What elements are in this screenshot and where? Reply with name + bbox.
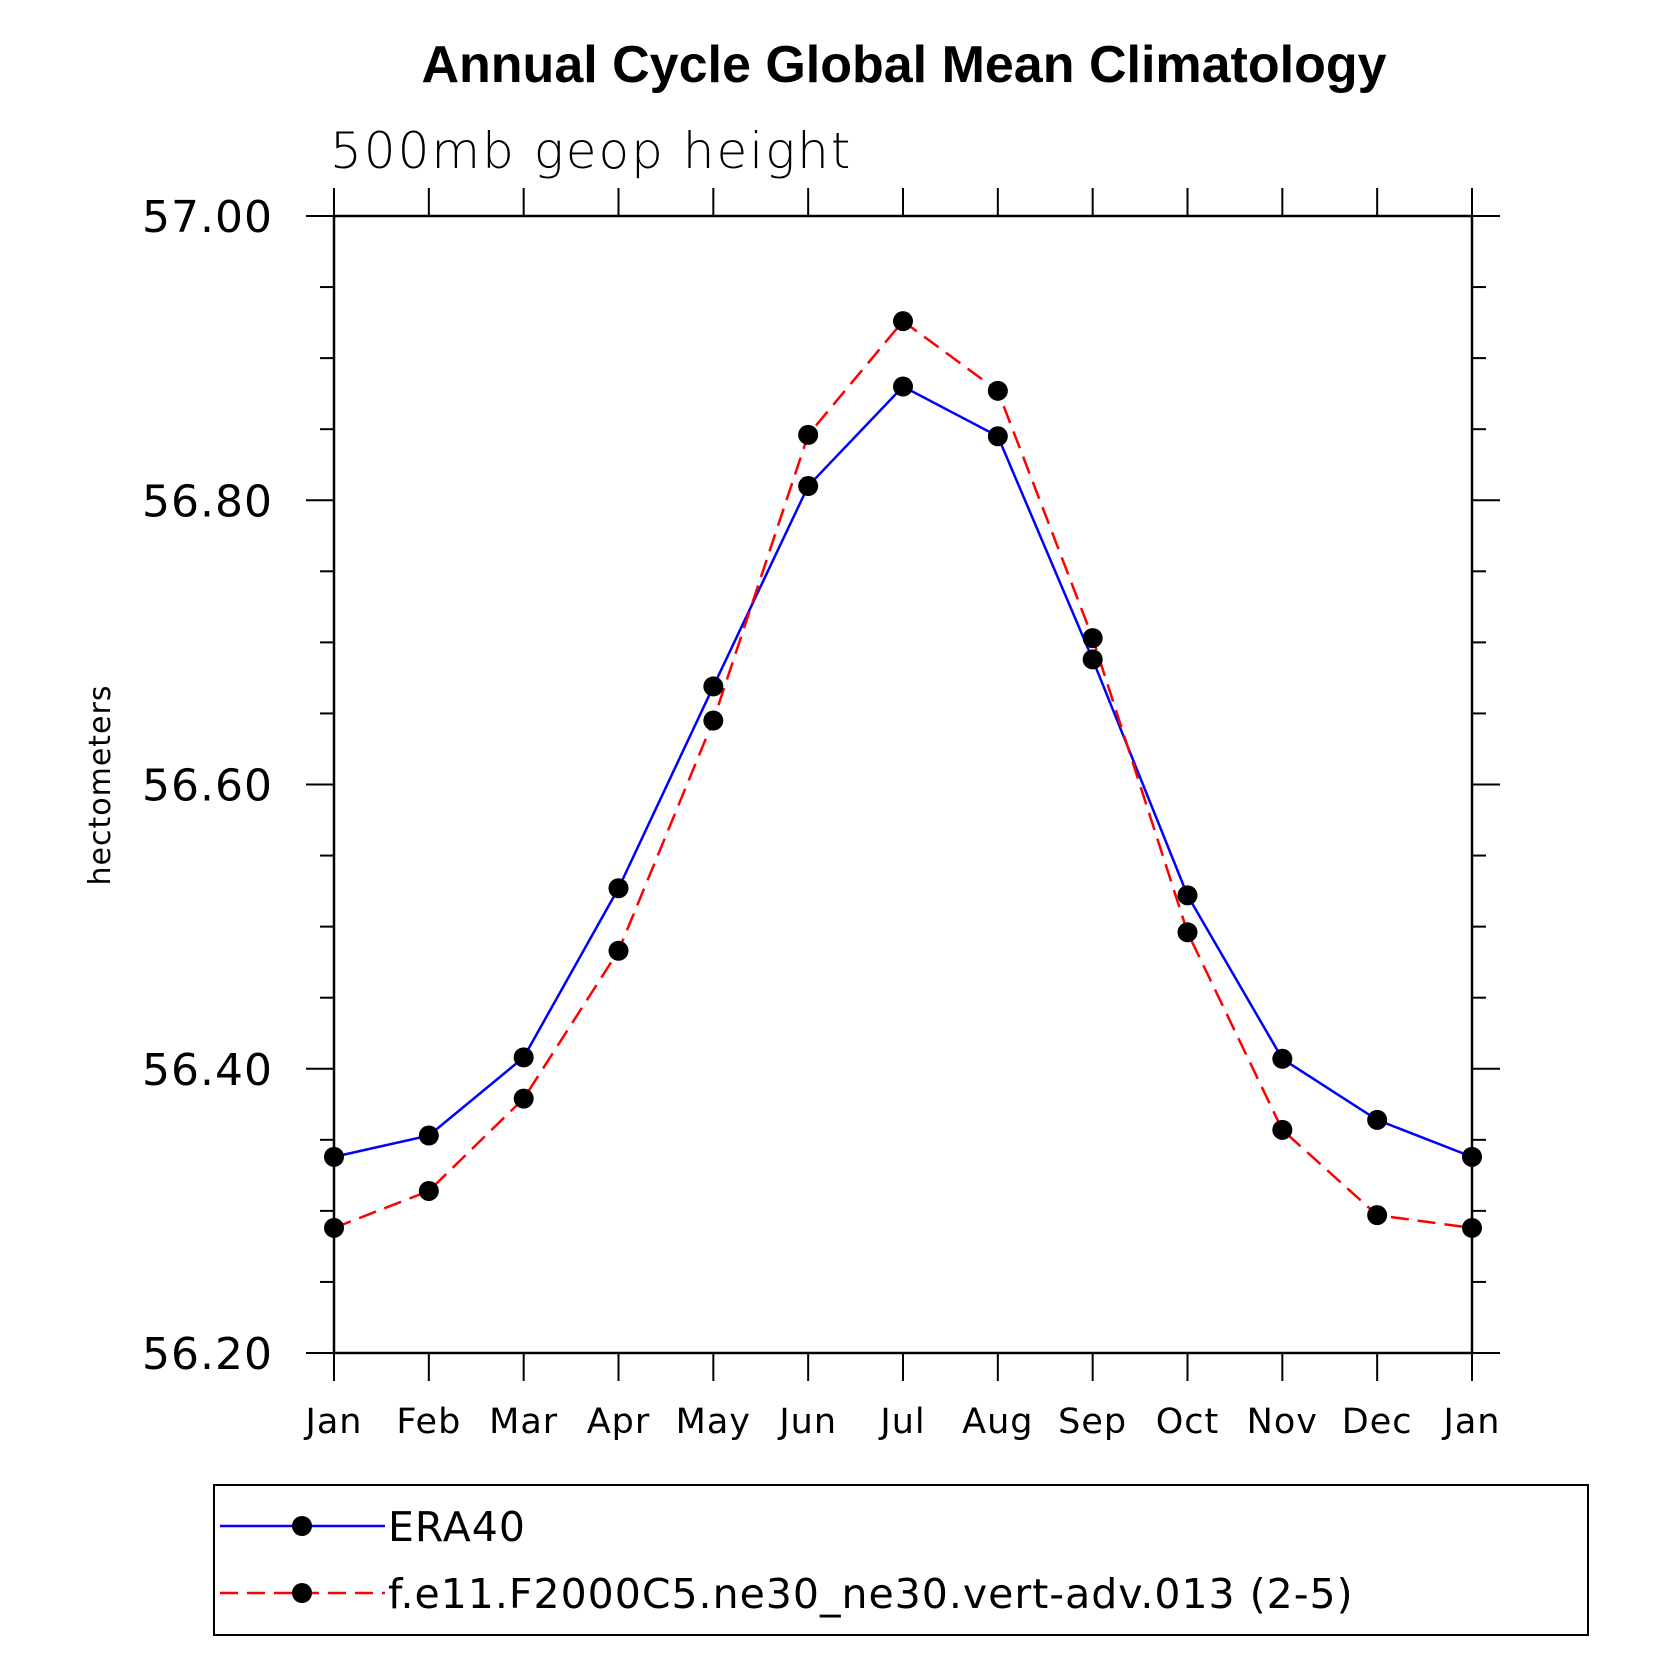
y-tick-label: 56.40 — [142, 1045, 273, 1096]
data-point — [513, 1047, 534, 1068]
data-point — [703, 710, 724, 731]
legend: ERA40 f.e11.F2000C5.ne30_ne30.vert-adv.01… — [213, 1484, 1589, 1636]
legend-marker-1 — [292, 1516, 312, 1536]
data-point — [798, 424, 819, 445]
data-point — [1462, 1146, 1482, 1167]
legend-box — [213, 1484, 1589, 1636]
data-point — [893, 311, 913, 332]
x-tick-label: Sep — [1058, 1402, 1127, 1442]
legend-label-1: ERA40 — [388, 1503, 526, 1551]
y-tick-label: 56.20 — [142, 1329, 273, 1380]
x-axis: Jan Feb Mar Apr May Jun Jul Aug Sep Oct Nov Dec Jan — [304, 188, 1501, 1442]
x-tick-label: May — [676, 1402, 751, 1442]
chart-subtitle: 500mb geop height — [330, 122, 852, 180]
y-tick-label: 57.00 — [142, 192, 273, 243]
data-point — [1177, 885, 1198, 906]
x-tick-label: Jan — [304, 1402, 363, 1442]
legend-marker-2 — [292, 1583, 312, 1603]
data-point — [418, 1180, 439, 1201]
legend-label-2: f.e11.F2000C5.ne30_ne30.vert-adv.013 (2-… — [388, 1570, 1354, 1618]
data-point — [1177, 922, 1198, 943]
data-point — [703, 676, 724, 697]
data-point — [798, 476, 819, 497]
data-point — [1082, 628, 1103, 649]
data-point — [608, 940, 629, 961]
x-tick-label: Mar — [489, 1402, 558, 1442]
data-point — [608, 878, 629, 899]
data-point — [418, 1125, 439, 1146]
x-tick-label: Feb — [396, 1402, 461, 1442]
series-line-1 — [333, 385, 1473, 1159]
x-tick-label: Dec — [1342, 1402, 1413, 1442]
data-point — [1367, 1205, 1388, 1226]
x-tick-label: Oct — [1156, 1402, 1220, 1442]
y-tick-label: 56.60 — [142, 761, 273, 812]
x-tick-label: Aug — [962, 1402, 1033, 1442]
data-point — [987, 380, 1008, 401]
chart-title: Annual Cycle Global Mean Climatology — [421, 36, 1386, 94]
x-tick-label: Jun — [777, 1402, 837, 1442]
data-point — [324, 1146, 344, 1167]
data-point — [1367, 1109, 1388, 1130]
y-tick-label: 56.80 — [142, 476, 273, 527]
data-point — [324, 1217, 344, 1238]
series-line-2 — [333, 319, 1473, 1230]
data-point — [1082, 649, 1103, 670]
x-tick-label: Apr — [587, 1402, 651, 1442]
data-point — [987, 426, 1008, 447]
data-point — [893, 376, 913, 397]
x-tick-label: Nov — [1247, 1402, 1318, 1442]
data-point — [513, 1088, 534, 1109]
data-point — [1462, 1217, 1482, 1238]
data-point — [1272, 1119, 1293, 1140]
x-tick-label: Jan — [1442, 1402, 1501, 1442]
data-point — [1272, 1048, 1293, 1069]
x-tick-label: Jul — [878, 1402, 925, 1442]
y-axis-label: hectometers — [83, 685, 118, 886]
y-axis: 56.20 56.40 56.60 56.80 57.00 — [142, 192, 1500, 1380]
series-layer — [324, 311, 1482, 1238]
